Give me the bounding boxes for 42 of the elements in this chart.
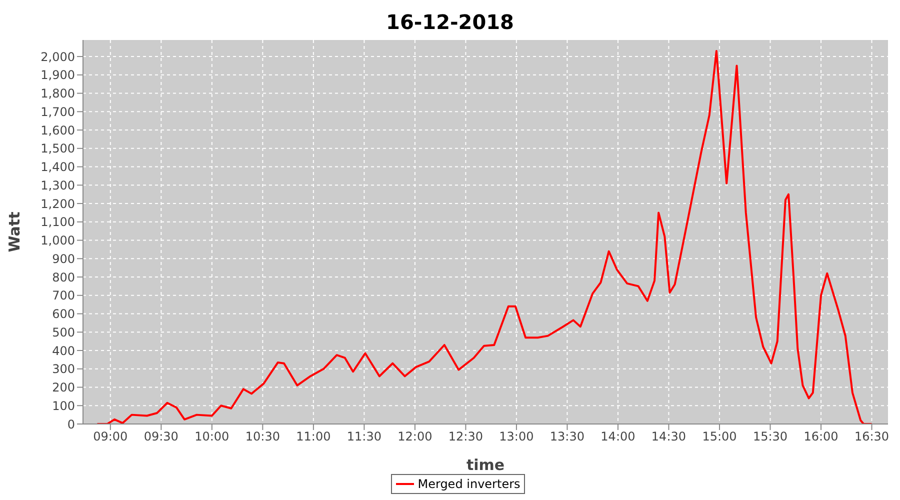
legend-label: Merged inverters bbox=[416, 477, 520, 491]
y-tick-label: 1,600 bbox=[40, 123, 75, 138]
y-tick-label: 1,400 bbox=[40, 160, 75, 174]
x-tick-label: 11:30 bbox=[346, 430, 382, 444]
y-tick-label: 300 bbox=[52, 362, 75, 376]
y-tick-label: 700 bbox=[52, 288, 75, 303]
y-tick-label: 2,000 bbox=[40, 50, 75, 64]
x-tick-label: 10:00 bbox=[194, 430, 230, 444]
chart-title: 16-12-2018 bbox=[385, 9, 515, 36]
x-tick-label: 12:30 bbox=[448, 430, 483, 444]
y-axis-title: Watt bbox=[5, 212, 24, 252]
x-tick-label: 13:30 bbox=[550, 430, 585, 444]
y-tick-label: 400 bbox=[52, 344, 75, 358]
y-tick-label: 1,900 bbox=[40, 68, 75, 82]
y-tick-label: 800 bbox=[52, 270, 75, 284]
line-series bbox=[96, 50, 873, 424]
y-tick-label: 900 bbox=[52, 252, 75, 266]
y-tick-label: 1,200 bbox=[40, 196, 75, 211]
x-tick-label: 09:00 bbox=[93, 430, 128, 444]
y-tick-label: 1,500 bbox=[40, 142, 75, 156]
x-axis-title: time bbox=[466, 456, 505, 474]
x-tick-label: 16:30 bbox=[854, 430, 890, 444]
x-tick-label: 14:00 bbox=[600, 430, 636, 444]
y-tick-label: 1,100 bbox=[40, 215, 75, 230]
y-tick-label: 0 bbox=[67, 417, 75, 432]
x-tick-label: 13:00 bbox=[499, 430, 534, 444]
x-tick-label: 10:30 bbox=[245, 430, 280, 444]
y-tick-label: 200 bbox=[52, 380, 75, 395]
x-tick-label: 15:30 bbox=[752, 430, 788, 444]
x-tick-label: 14:30 bbox=[651, 430, 686, 444]
x-tick-label: 16:00 bbox=[804, 430, 838, 444]
x-tick-label: 12:00 bbox=[398, 430, 432, 444]
x-tick-label: 15:00 bbox=[702, 430, 737, 444]
y-tick-label: 1,700 bbox=[40, 104, 75, 119]
y-tick-label: 1,300 bbox=[40, 178, 75, 192]
y-tick-label: 1,800 bbox=[40, 86, 75, 101]
y-tick-label: 600 bbox=[52, 307, 75, 322]
x-tick-label: 11:00 bbox=[296, 430, 331, 444]
y-tick-label: 500 bbox=[52, 325, 75, 340]
y-tick-label: 100 bbox=[52, 398, 75, 413]
x-tick-label: 09:30 bbox=[144, 430, 178, 444]
y-tick-label: 1,000 bbox=[40, 234, 75, 248]
